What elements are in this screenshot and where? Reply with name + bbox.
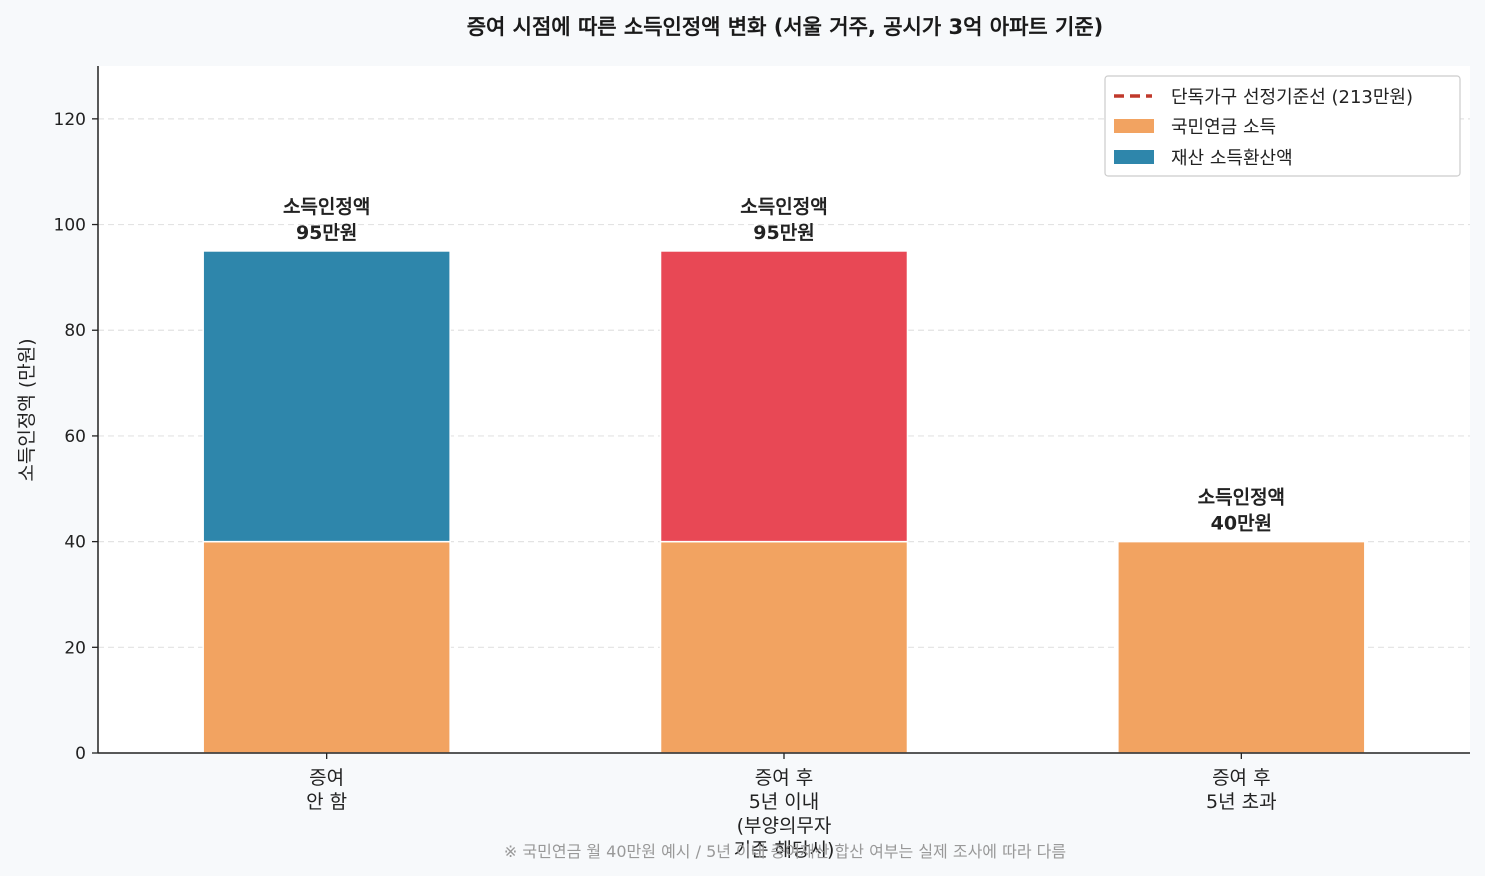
footnote: ※ 국민연금 월 40만원 예시 / 5년 이내 증여재산 합산 여부는 실제 … — [504, 842, 1066, 861]
y-axis-title: 소득인정액 (만원) — [16, 338, 38, 481]
x-tick-label: 5년 이내 — [749, 791, 820, 813]
legend-swatch-1 — [1114, 150, 1154, 164]
bar-property-1 — [659, 250, 909, 543]
legend-box — [1104, 75, 1461, 177]
data-label-title: 소득인정액 — [283, 196, 370, 218]
x-tick-label: 증여 후 — [755, 767, 813, 789]
bar-pension-2 — [1117, 540, 1366, 754]
y-tick-label: 20 — [64, 638, 86, 658]
y-tick-label: 60 — [64, 427, 86, 447]
bar-pension-1 — [659, 540, 909, 754]
data-label-value: 40만원 — [1211, 513, 1272, 535]
y-tick-label: 80 — [64, 321, 86, 341]
chart-title: 증여 시점에 따른 소득인정액 변화 (서울 거주, 공시가 3억 아파트 기준… — [467, 15, 1104, 39]
y-tick-label: 100 — [54, 216, 86, 236]
y-tick-label: 120 — [54, 110, 86, 130]
x-tick-label: 증여 — [309, 767, 344, 789]
bar-property-0 — [202, 250, 451, 543]
data-label-title: 소득인정액 — [1198, 487, 1285, 509]
legend-label-reference: 단독가구 선정기준선 (213만원) — [1171, 87, 1413, 108]
data-label-value: 95만원 — [753, 222, 814, 244]
data-label-value: 95만원 — [296, 222, 357, 244]
x-tick-label: 5년 초과 — [1206, 791, 1277, 813]
data-label-title: 소득인정액 — [740, 196, 827, 218]
x-tick-label: (부양의무자 — [737, 815, 832, 837]
x-tick-label: 안 함 — [306, 791, 347, 813]
legend-label-1: 재산 소득환산액 — [1171, 148, 1293, 169]
x-tick-label: 기준 해당시) — [734, 839, 835, 861]
x-tick-label: 증여 후 — [1212, 767, 1270, 789]
y-tick-label: 40 — [64, 533, 86, 553]
y-tick-label: 0 — [75, 744, 86, 764]
bar-pension-0 — [202, 540, 451, 754]
legend-label-0: 국민연금 소득 — [1171, 117, 1276, 138]
legend-swatch-0 — [1114, 119, 1154, 133]
